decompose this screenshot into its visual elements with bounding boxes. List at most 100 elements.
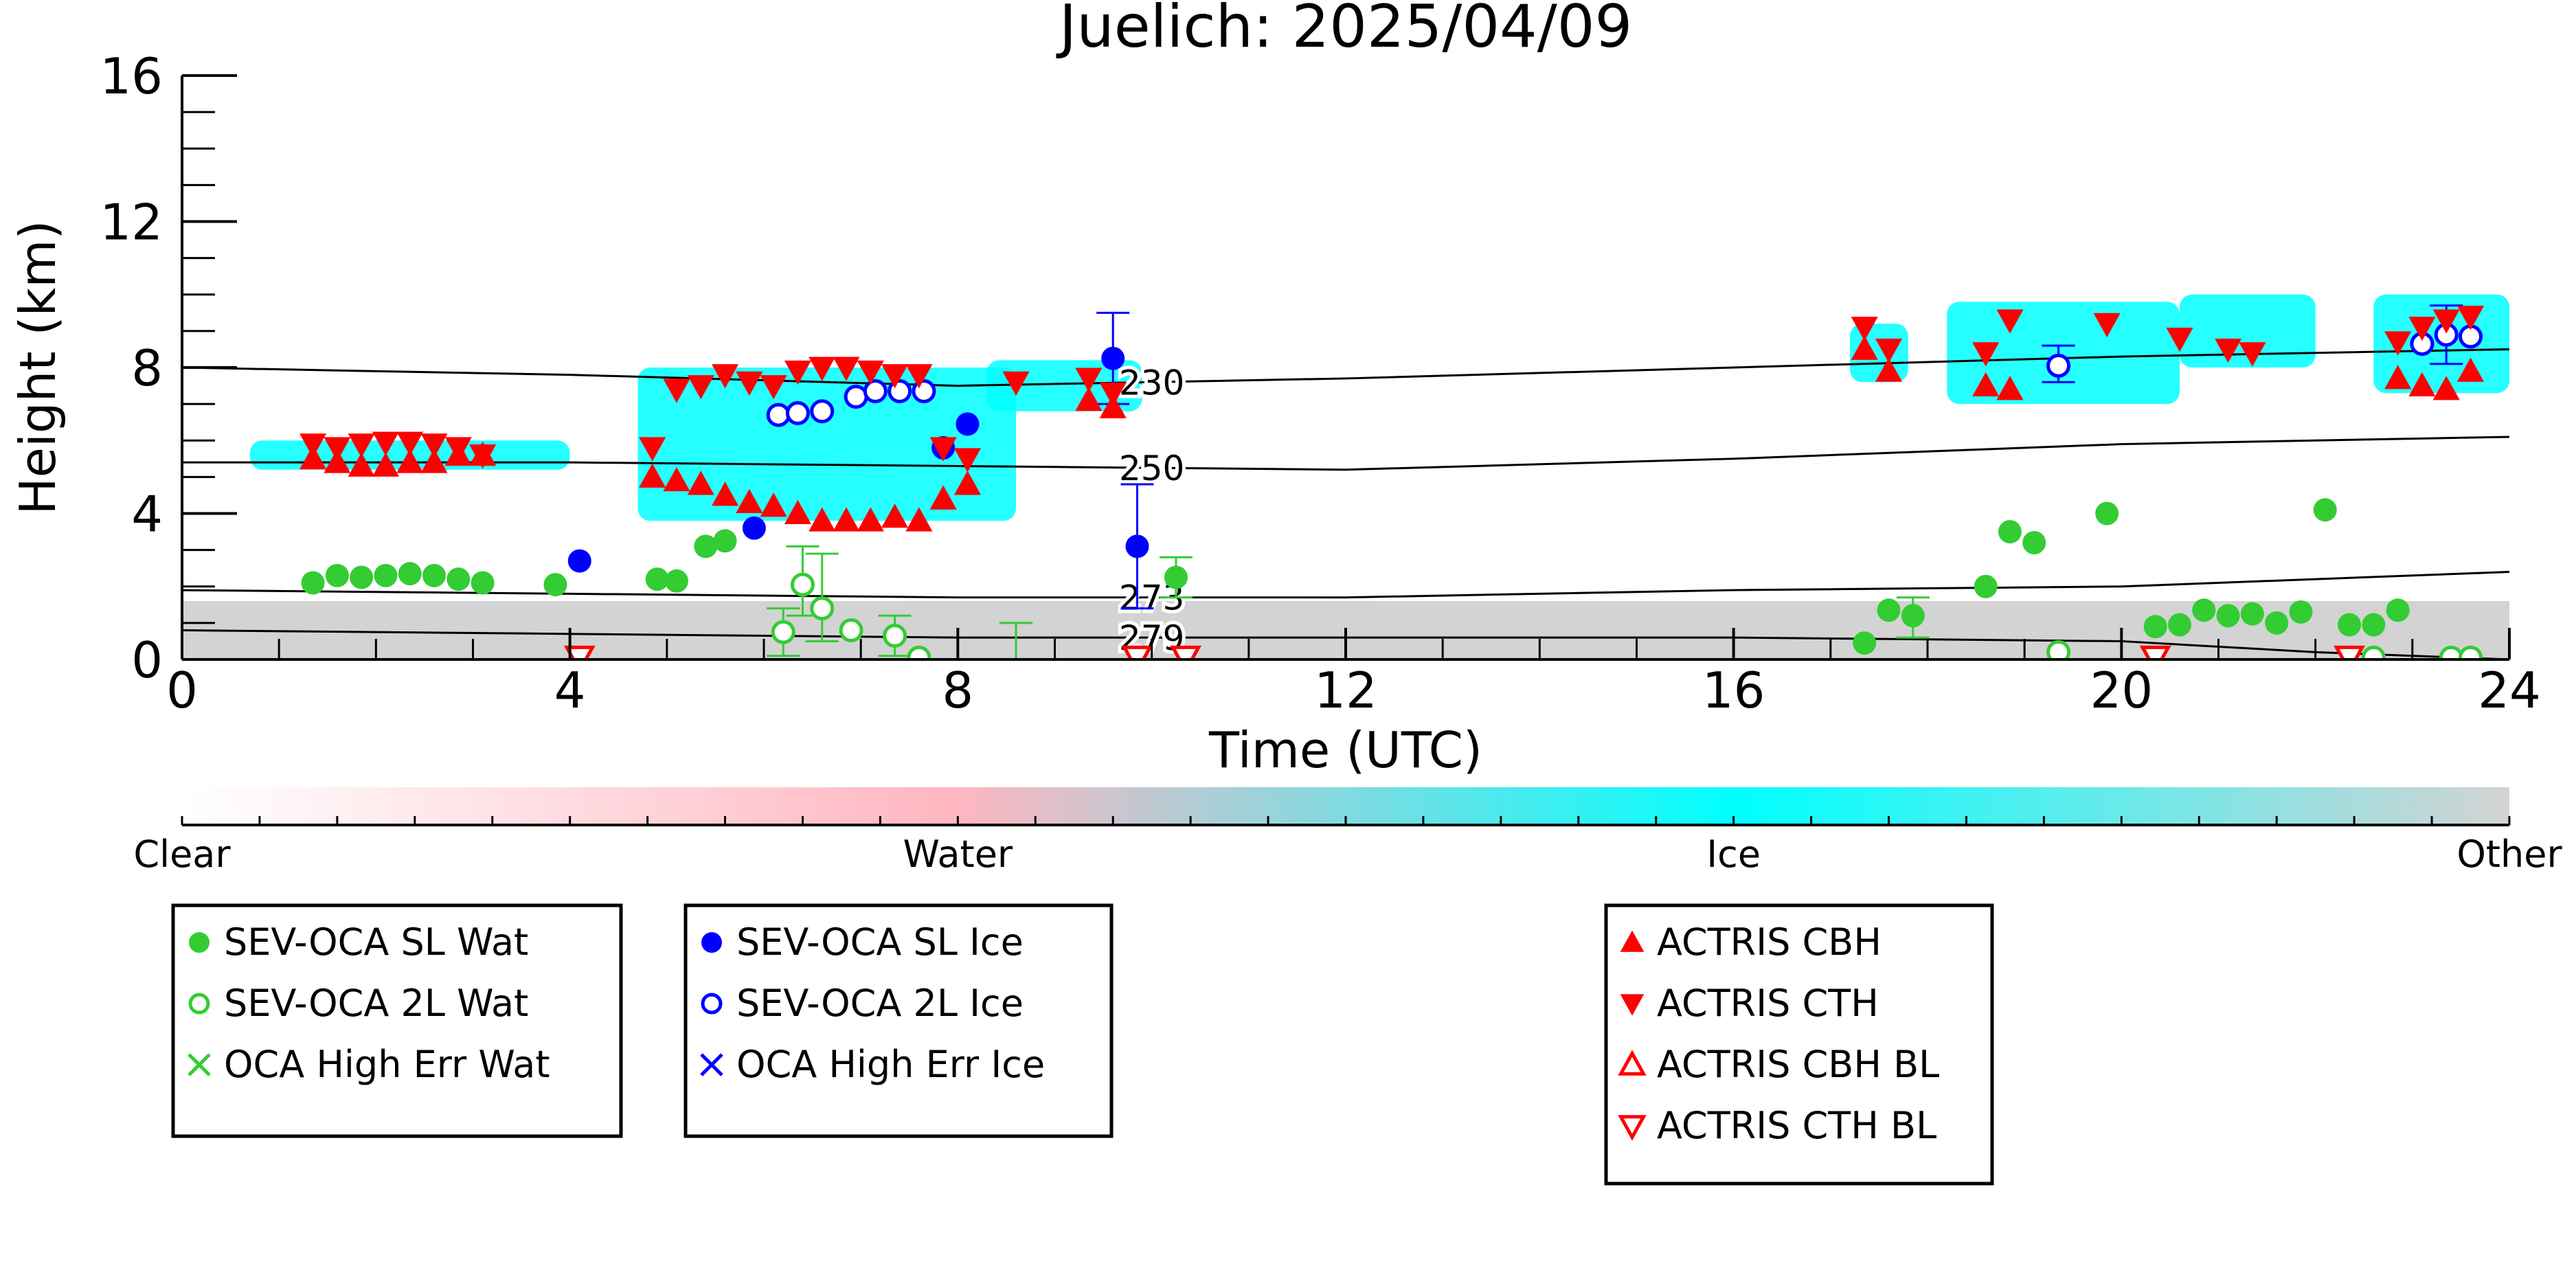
legend-label: OCA High Err Wat [224,1043,550,1086]
point-sev-oca-sl-ice [742,516,766,540]
y-tick-label: 8 [131,339,163,397]
point-actris-cth [639,437,666,462]
point-actris-cth [711,364,739,389]
point-actris-cth [1002,371,1030,396]
point-actris-cth [2093,313,2121,337]
y-tick-label: 12 [100,194,163,251]
point-sev-oca-sl-wat [2192,598,2216,622]
point-actris-cth [881,364,909,389]
point-actris-cbh [663,466,690,492]
point-sev-oca-sl-wat [664,569,688,593]
point-sev-oca-sl-wat [1998,520,2022,544]
point-actris-cbh [1996,376,2024,400]
point-actris-cth [300,433,327,458]
point-sev-oca-sl-wat [543,573,567,597]
point-actris-cth [444,437,472,462]
point-actris-cbh [881,504,909,528]
point-actris-cbh [396,449,424,473]
point-actris-cbh [833,507,860,532]
point-sev-oca-sl-wat [1877,598,1901,622]
legend-label: ACTRIS CBH [1657,920,1882,964]
point-sev-oca-2l-ice [2046,353,2071,378]
point-sev-oca-sl-wat [2338,613,2362,637]
point-actris-cth [736,371,763,396]
point-actris-cth [372,431,399,456]
point-sev-oca-sl-wat [2386,598,2410,622]
point-actris-cbh [929,485,957,510]
point-sev-oca-2l-wat [2459,645,2483,659]
point-actris-cth [2166,328,2193,352]
point-actris-cbh [2408,372,2436,397]
legend-label: OCA High Err Ice [736,1043,1045,1086]
point-actris-cth [2408,317,2436,341]
contour-273 [182,571,2509,599]
x-tick-label: 8 [942,662,973,719]
point-actris-cth [809,357,836,381]
legend-marker [701,993,723,1015]
point-actris-cth [784,360,811,385]
point-sev-oca-2l-wat [810,596,835,621]
legend-marker [188,1053,211,1076]
point-sev-oca-sl-wat [2362,613,2386,637]
point-actris-cbh [372,452,399,477]
colorbar-label: Ice [1706,833,1761,876]
point-actris-cth [2384,331,2412,356]
legend-box [1604,903,1994,1186]
point-actris-cth [760,375,787,400]
point-sev-oca-sl-wat [1974,574,1998,598]
phase-region-ice [2180,294,2316,368]
colorbar-label: Water [903,833,1013,876]
point-sev-oca-sl-ice [956,412,980,436]
point-actris-cth [2239,342,2266,367]
point-actris-cbh [905,507,933,532]
point-actris-cbh [1075,387,1103,411]
phase-region-ice [1947,302,2180,405]
point-sev-oca-sl-wat [1853,631,1877,655]
x-tick-label: 4 [554,662,586,719]
point-sev-oca-sl-wat [2216,604,2240,628]
point-actris-cth [857,360,884,385]
point-actris-cth [905,364,933,389]
point-sev-oca-sl-wat [2022,531,2046,554]
point-sev-oca-sl-wat [471,571,495,595]
point-sev-oca-2l-wat [2361,645,2386,659]
legend-marker [1618,1050,1647,1076]
point-actris-cth [1875,338,1903,363]
contour-279 [182,629,2509,659]
point-sev-oca-sl-wat [1901,604,1925,628]
legend-label: ACTRIS CTH BL [1657,1104,1936,1147]
point-actris-cth [687,375,714,400]
point-actris-cbh [2384,365,2412,389]
point-actris-cbh [711,482,739,506]
point-actris-cbh [1972,372,2000,397]
phase-colorbar: Clear Water Ice Other [133,787,2562,876]
point-sev-oca-2l-ice [766,403,791,427]
point-sev-oca-2l-ice [810,399,835,424]
point-sev-oca-2l-ice [863,379,888,404]
x-tick-label: 20 [2090,662,2154,719]
point-actris-cth [2432,309,2460,334]
legend-label: ACTRIS CBH BL [1657,1043,1939,1086]
point-sev-oca-sl-wat [2143,615,2167,639]
point-actris-cth [2456,306,2485,330]
point-actris-cbh [760,493,787,517]
legend-marker [1620,930,1645,952]
point-sev-oca-2l-wat [2439,645,2463,659]
x-tick-label: 16 [1702,662,1765,719]
point-sev-oca-sl-wat [2240,602,2264,626]
colorbar-label: Other [2456,833,2562,876]
chart-title: Juelich: 2025/04/09 [1056,0,1632,61]
legend-marker [1620,994,1645,1016]
colorbar-label: Clear [133,833,231,876]
point-actris-cbh [857,507,884,532]
point-actris-cth [348,433,375,458]
point-actris-cbh [420,449,448,473]
point-sev-oca-sl-wat [447,567,471,591]
point-sev-oca-2l-wat [839,618,863,642]
point-actris-cth [1972,342,2000,367]
phase-region-ice [637,368,1017,521]
point-sev-oca-sl-wat [398,562,422,586]
point-sev-oca-sl-wat [374,563,398,587]
point-sev-oca-sl-wat [645,567,669,591]
